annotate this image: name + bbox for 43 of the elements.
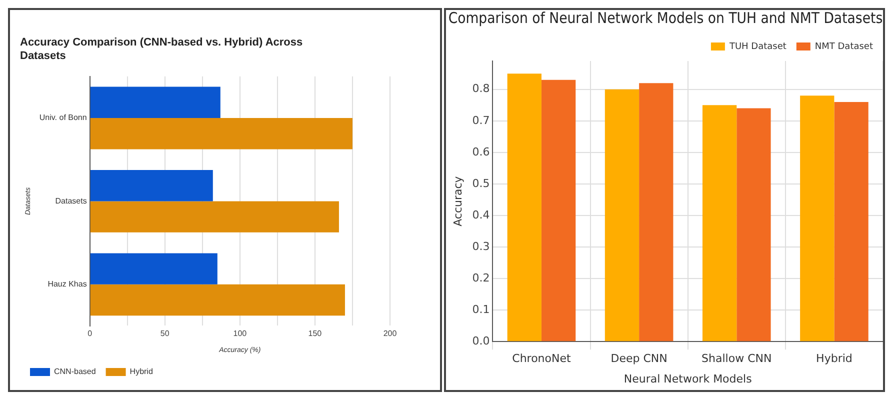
x-tick-label: 200 <box>383 329 398 338</box>
x-tick-label: Shallow CNN <box>702 352 772 366</box>
bar <box>90 86 220 118</box>
x-tick-label: Hybrid <box>816 352 852 366</box>
chart-title: Accuracy Comparison (CNN-based vs. Hybrid) Across Datasets <box>20 36 303 62</box>
legend-label: Hybrid <box>130 367 153 376</box>
x-tick-label: 50 <box>160 329 170 338</box>
bar <box>702 105 737 342</box>
bar <box>541 80 576 342</box>
x-tick-label: 100 <box>233 329 248 338</box>
x-tick-label: 0 <box>88 329 93 338</box>
bar <box>834 102 868 342</box>
y-tick-label: Univ. of Bonn <box>39 113 87 122</box>
legend-label: TUH Dataset <box>728 42 787 52</box>
y-tick-label: 0.6 <box>472 145 490 158</box>
legend-label: NMT Dataset <box>814 42 874 52</box>
x-tick-label: 150 <box>308 329 322 338</box>
bar <box>90 170 213 202</box>
y-tick-label: 0.7 <box>472 114 490 127</box>
bar <box>736 108 771 342</box>
y-tick-label: 0.8 <box>472 82 490 96</box>
x-tick-label: Deep CNN <box>610 352 668 366</box>
x-tick-label: ChronoNet <box>512 352 572 366</box>
text: 0.0 <box>472 334 490 348</box>
y-axis-title: Accuracy <box>451 176 464 226</box>
bar <box>90 201 339 232</box>
y-tick-label: Hauz Khas <box>48 280 87 289</box>
y-tick-label: 0.3 <box>472 240 490 253</box>
bar <box>90 253 218 284</box>
y-tick-label: 0.4 <box>472 208 490 222</box>
y-tick-label: 0.2 <box>472 271 490 284</box>
legend-label: CNN-based <box>54 367 96 376</box>
bar <box>90 284 345 316</box>
bar <box>90 118 352 150</box>
chart-title: Comparison of Neural Network Models on TUH and NMT Datasets <box>448 10 883 28</box>
bar <box>604 89 640 342</box>
y-tick-label: Datasets <box>55 196 87 206</box>
bar <box>507 74 542 342</box>
bar <box>800 96 834 342</box>
y-tick-label: 0.1 <box>472 302 490 316</box>
x-axis-title: Neural Network Models <box>624 372 752 386</box>
y-tick-label: 0.5 <box>472 176 490 190</box>
bar <box>639 83 674 342</box>
